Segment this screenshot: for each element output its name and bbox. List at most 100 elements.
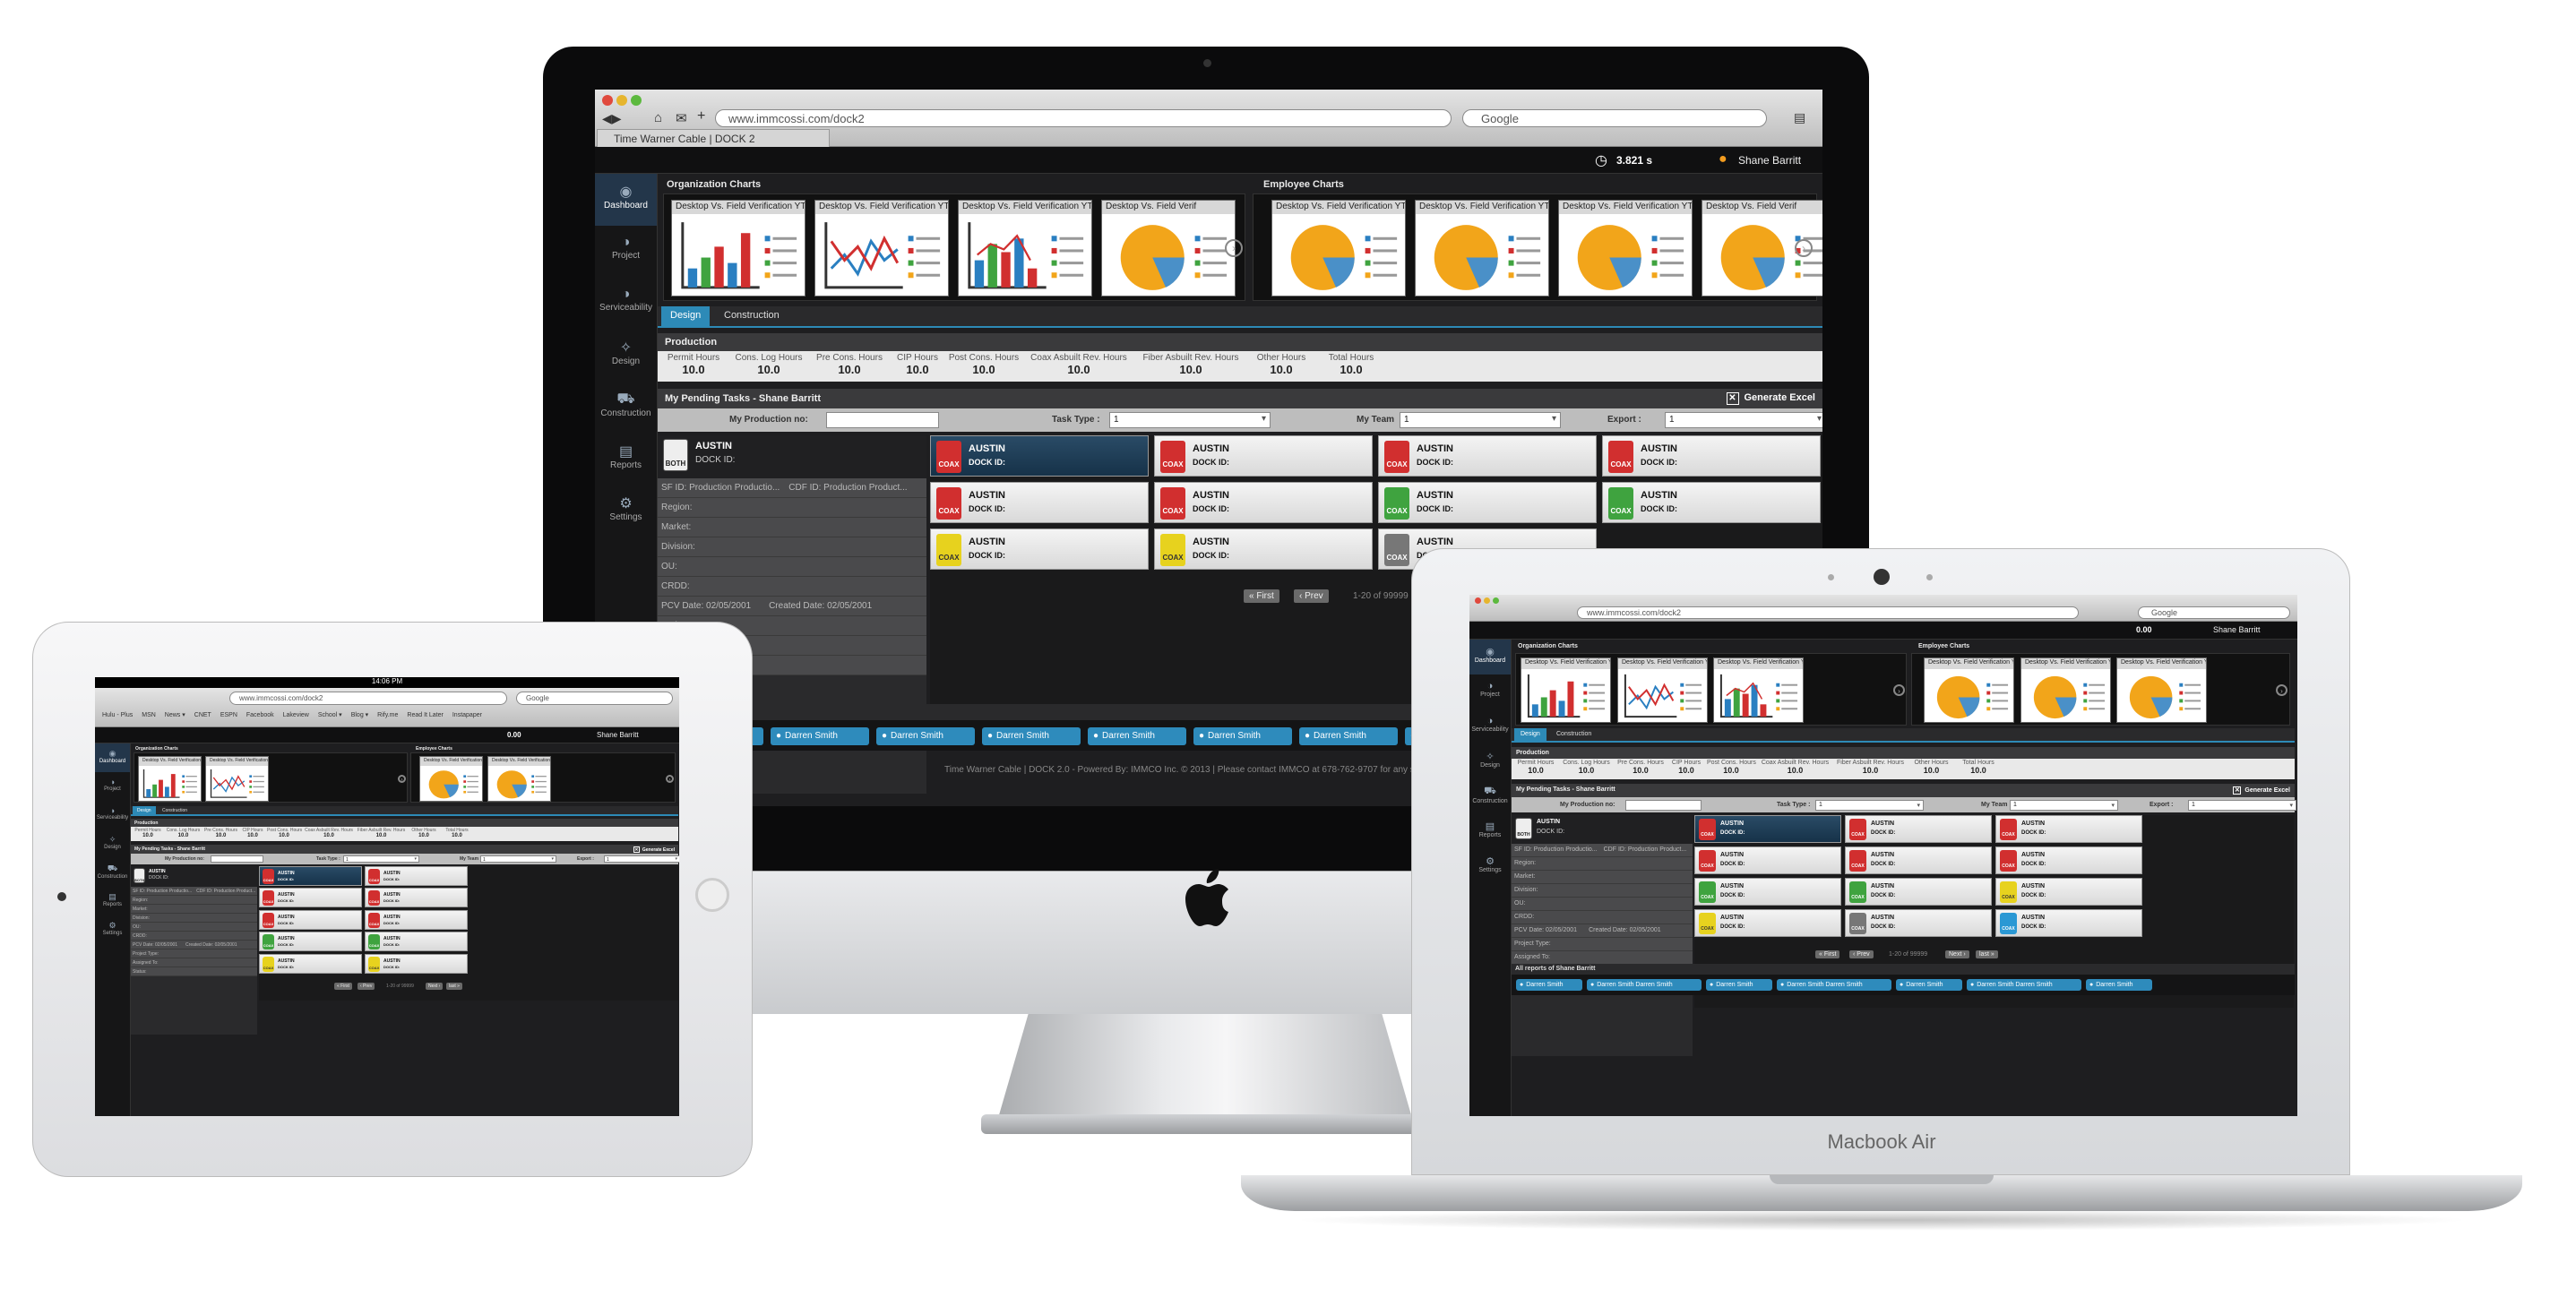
report-chip[interactable]: ●Darren Smith — [1896, 979, 1962, 991]
generate-excel-button[interactable]: ✕ Generate Excel — [1726, 392, 1815, 405]
generate-excel-button[interactable]: ✕ Generate Excel — [633, 846, 675, 853]
chart-thumbnail[interactable]: Desktop Vs. Field Verification YTD — [1521, 657, 1611, 723]
next-page-button[interactable]: Next › — [426, 983, 444, 990]
address-bar[interactable]: www.immcossi.com/dock2 — [1577, 606, 2079, 619]
bookmark-link[interactable]: MSN — [142, 712, 156, 718]
sidebar-item-construction[interactable]: ⛟ Construction — [595, 382, 657, 434]
report-chip[interactable]: ●Darren Smith — [1299, 727, 1398, 745]
address-bar[interactable]: www.immcossi.com/dock2 — [715, 109, 1452, 127]
report-chip[interactable]: ●Darren Smith — [982, 727, 1081, 745]
chart-thumbnail[interactable]: Desktop Vs. Field Verification YTD — [671, 200, 806, 296]
report-chip[interactable]: ●Darren Smith — [1193, 727, 1292, 745]
chart-thumbnail[interactable]: Desktop Vs. Field Verification YTD — [419, 756, 483, 802]
chart-thumbnail[interactable]: Desktop Vs. Field Verification YTD — [1558, 200, 1693, 296]
user-name[interactable]: Shane Barritt — [2213, 625, 2261, 634]
search-bar[interactable]: Google — [1462, 109, 1767, 127]
chart-thumbnail[interactable]: Desktop Vs. Field Verification YTD — [958, 200, 1092, 296]
chart-thumbnail[interactable]: Desktop Vs. Field Verification YTD — [1713, 657, 1804, 723]
sidebar-item-reports[interactable]: ▤ Reports — [595, 434, 657, 485]
sidebar-item-reports[interactable]: ▤ Reports — [1469, 814, 1511, 849]
sidebar-item-construction[interactable]: ⛟ Construction — [95, 858, 130, 887]
export-select[interactable]: 1 ▾ — [1665, 412, 1822, 428]
sidebar-item-design[interactable]: ✧ Design — [595, 330, 657, 382]
chart-thumbnail[interactable]: Desktop Vs. Field Verification YTD — [814, 200, 949, 296]
sidebar-item-project[interactable]: ◑ Project — [595, 226, 657, 278]
sidebar-item-reports[interactable]: ▤ Reports — [95, 887, 130, 915]
tab-design[interactable]: Design — [1514, 728, 1546, 742]
report-chip[interactable]: ●Darren Smith — [1706, 979, 1772, 991]
production-number-input[interactable] — [1625, 800, 1702, 811]
tab-construction[interactable]: Construction — [162, 808, 188, 813]
bookmark-link[interactable]: Read It Later — [407, 712, 444, 718]
chart-thumbnail[interactable]: Desktop Vs. Field Verif — [1101, 200, 1236, 296]
chart-thumbnail[interactable]: Desktop Vs. Field Verification YTD — [1617, 657, 1708, 723]
user-name[interactable]: Shane Barritt — [597, 731, 639, 739]
tab-design[interactable]: Design — [133, 806, 156, 815]
close-window-icon[interactable] — [602, 95, 613, 106]
sidebar-item-dashboard[interactable]: ◉ Dashboard — [1469, 640, 1511, 674]
report-chip[interactable]: ●Darren Smith — [1088, 727, 1186, 745]
browser-tab[interactable]: Time Warner Cable | DOCK 2 — [597, 129, 830, 147]
export-select[interactable]: 1 ▾ — [604, 855, 679, 863]
team-select[interactable]: 1 ▾ — [480, 855, 556, 863]
report-chip[interactable]: ●Darren Smith — [876, 727, 975, 745]
production-number-input[interactable] — [211, 855, 263, 863]
carousel-next-icon[interactable]: › — [1795, 239, 1813, 257]
bookmark-link[interactable]: Rify.me — [377, 712, 399, 718]
chart-thumbnail[interactable]: Desktop Vs. Field Verification YTD — [205, 756, 269, 802]
sidebar-item-construction[interactable]: ⛟ Construction — [1469, 779, 1511, 814]
address-bar[interactable]: www.immcossi.com/dock2 — [229, 692, 507, 705]
bookmark-link[interactable]: Facebook — [246, 712, 274, 718]
minimize-window-icon[interactable] — [1484, 597, 1490, 604]
bookmark-link[interactable]: News ▾ — [164, 712, 185, 718]
generate-excel-button[interactable]: ✕ Generate Excel — [2233, 786, 2290, 795]
tab-construction[interactable]: Construction — [1556, 731, 1592, 737]
minimize-window-icon[interactable] — [616, 95, 627, 106]
tab-construction[interactable]: Construction — [724, 310, 780, 321]
export-select[interactable]: 1 ▾ — [2188, 800, 2296, 811]
sidebar-item-serviceability[interactable]: ◑ Serviceability — [95, 801, 130, 829]
sidebar-item-project[interactable]: ◑ Project — [1469, 674, 1511, 709]
sidebar-item-serviceability[interactable]: ◑ Serviceability — [595, 278, 657, 330]
first-page-button[interactable]: « First — [334, 983, 352, 990]
carousel-next-icon[interactable]: › — [666, 775, 674, 783]
sidebar-item-settings[interactable]: ⚙ Settings — [95, 915, 130, 944]
team-select[interactable]: 1 ▾ — [1400, 412, 1561, 428]
sidebar-item-design[interactable]: ✧ Design — [1469, 744, 1511, 779]
report-chip[interactable]: ●Darren Smith — [1516, 979, 1582, 991]
report-chip[interactable]: ● Darren Smith Darren Smith — [1967, 979, 2081, 991]
sidebar-item-dashboard[interactable]: ◉ Dashboard — [95, 743, 130, 772]
chart-thumbnail[interactable]: Desktop Vs. Field Verification YTD — [138, 756, 202, 802]
mail-icon[interactable]: ✉ — [676, 111, 687, 126]
maximize-window-icon[interactable] — [1493, 597, 1499, 604]
carousel-next-icon[interactable]: › — [1893, 684, 1905, 696]
bookmark-link[interactable]: School ▾ — [317, 712, 342, 718]
bookmark-link[interactable]: CNET — [194, 712, 211, 718]
last-page-button[interactable]: last » — [446, 983, 462, 990]
close-window-icon[interactable] — [1475, 597, 1481, 604]
reader-icon[interactable]: ▤ — [1794, 110, 1806, 125]
